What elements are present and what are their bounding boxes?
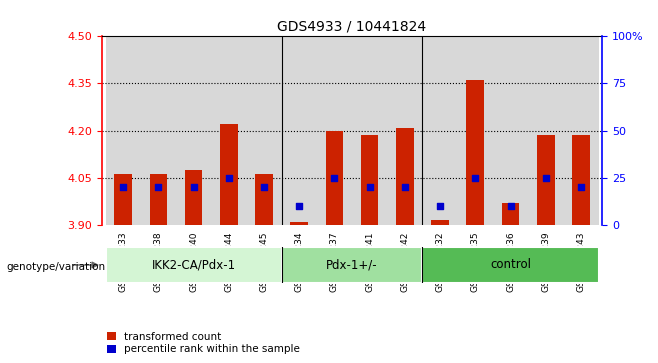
Bar	[282, 36, 316, 225]
Point	[118, 184, 128, 190]
Point	[188, 184, 199, 190]
Point	[576, 184, 586, 190]
Bar	[290, 222, 308, 225]
Point	[294, 203, 305, 209]
Point	[259, 184, 269, 190]
Bar	[493, 36, 528, 225]
Point	[329, 175, 340, 181]
Bar	[246, 36, 282, 225]
Bar	[211, 36, 246, 225]
Point	[435, 203, 445, 209]
Bar	[422, 247, 599, 283]
Bar	[458, 36, 493, 225]
Bar	[114, 174, 132, 225]
Bar	[563, 36, 599, 225]
Bar	[220, 125, 238, 225]
Legend: transformed count, percentile rank within the sample: transformed count, percentile rank withi…	[107, 332, 300, 354]
Bar	[422, 36, 458, 225]
Bar	[361, 135, 378, 225]
Point	[470, 175, 480, 181]
Bar	[185, 170, 203, 225]
Point	[399, 184, 410, 190]
Text: control: control	[490, 258, 531, 272]
Bar	[141, 36, 176, 225]
Bar	[105, 36, 141, 225]
Bar	[537, 135, 555, 225]
Bar	[501, 203, 519, 225]
Bar	[282, 247, 422, 283]
Bar	[467, 80, 484, 225]
Bar	[255, 174, 273, 225]
Point	[505, 203, 516, 209]
Title: GDS4933 / 10441824: GDS4933 / 10441824	[278, 20, 426, 34]
Bar	[431, 220, 449, 225]
Bar	[572, 135, 590, 225]
Point	[540, 175, 551, 181]
Bar	[149, 174, 167, 225]
Bar	[326, 131, 343, 225]
Point	[153, 184, 164, 190]
Bar	[528, 36, 563, 225]
Bar	[105, 247, 282, 283]
Point	[365, 184, 375, 190]
Point	[224, 175, 234, 181]
Bar	[388, 36, 422, 225]
Bar	[176, 36, 211, 225]
Text: Pdx-1+/-: Pdx-1+/-	[326, 258, 378, 272]
Bar	[316, 36, 352, 225]
Text: IKK2-CA/Pdx-1: IKK2-CA/Pdx-1	[151, 258, 236, 272]
Bar	[396, 129, 414, 225]
Text: genotype/variation: genotype/variation	[7, 262, 106, 272]
Bar	[352, 36, 388, 225]
